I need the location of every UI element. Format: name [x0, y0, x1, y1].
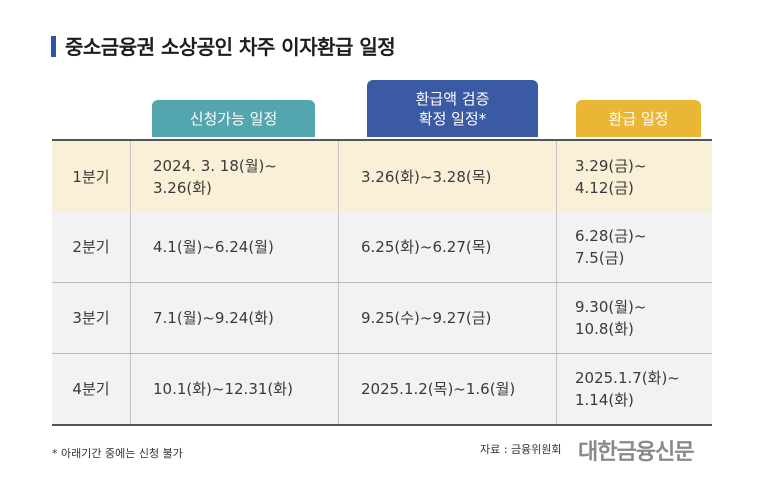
refund-text-line: 3.29(금)~	[575, 156, 647, 175]
table-row: 3분기 7.1(월)~9.24(화) 9.25(수)~9.27(금) 9.30(…	[52, 283, 712, 354]
table-row: 1분기 2024. 3. 18(월)~ 3.26(화) 3.26(화)~3.28…	[52, 139, 712, 213]
refund-cell: 2025.1.7(화)~ 1.14(화)	[556, 354, 712, 424]
table-row: 2분기 4.1(월)~6.24(월) 6.25(화)~6.27(목) 6.28(…	[52, 212, 712, 283]
page-title: 중소금융권 소상공인 차주 이자환급 일정	[65, 35, 396, 59]
header-verify-line1: 환급액 검증	[415, 89, 490, 108]
apply-text-line: 3.26(화)	[153, 178, 212, 197]
footnote: * 아래기간 중에는 신청 불가	[52, 447, 183, 460]
refund-text-line: 7.5(금)	[575, 249, 625, 267]
refund-cell: 9.30(월)~ 10.8(화)	[556, 283, 712, 353]
table-row: 4분기 10.1(화)~12.31(화) 2025.1.2(목)~1.6(월) …	[52, 354, 712, 426]
refund-text-line: 2025.1.7(화)~	[575, 369, 680, 387]
quarter-cell: 2분기	[72, 238, 110, 256]
refund-text-line: 6.28(금)~	[575, 227, 647, 245]
source-label: 자료 : 금융위원회	[480, 443, 562, 456]
apply-text-line: 2024. 3. 18(월)~	[153, 156, 277, 175]
quarter-cell: 3분기	[72, 309, 110, 327]
refund-cell: 6.28(금)~ 7.5(금)	[556, 212, 712, 282]
refund-text-line: 4.12(금)	[575, 178, 634, 197]
title-accent-bar	[51, 36, 56, 57]
verify-cell: 2025.1.2(목)~1.6(월)	[338, 354, 556, 424]
refund-cell: 3.29(금)~ 4.12(금)	[556, 141, 712, 212]
quarter-cell: 4분기	[72, 380, 110, 398]
verify-cell: 6.25(화)~6.27(목)	[338, 212, 556, 282]
quarter-cell: 1분기	[72, 167, 110, 186]
brand-logo: 대한금융신문	[578, 440, 694, 465]
refund-text-line: 10.8(화)	[575, 320, 634, 338]
apply-cell: 10.1(화)~12.31(화)	[130, 354, 338, 424]
header-refund: 환급 일정	[576, 100, 701, 137]
apply-cell: 4.1(월)~6.24(월)	[130, 212, 338, 282]
header-verify: 환급액 검증 확정 일정*	[367, 80, 538, 137]
apply-cell: 7.1(월)~9.24(화)	[130, 283, 338, 353]
verify-cell: 9.25(수)~9.27(금)	[338, 283, 556, 353]
refund-text-line: 9.30(월)~	[575, 298, 647, 316]
apply-cell: 2024. 3. 18(월)~ 3.26(화)	[130, 141, 338, 212]
header-apply: 신청가능 일정	[152, 100, 315, 137]
header-verify-line2: 확정 일정*	[418, 109, 487, 128]
verify-cell: 3.26(화)~3.28(목)	[338, 141, 556, 212]
refund-text-line: 1.14(화)	[575, 391, 634, 409]
